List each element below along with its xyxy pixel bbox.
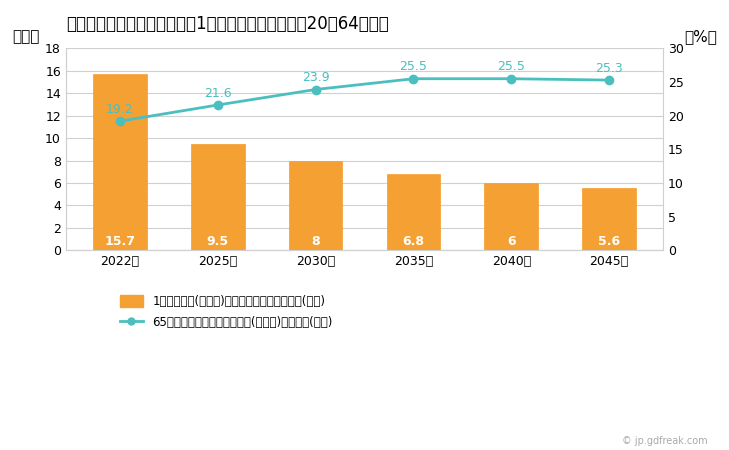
Text: 大津市の要介護（要支援）者1人を支える現役世代（20～64歳）人: 大津市の要介護（要支援）者1人を支える現役世代（20～64歳）人 bbox=[66, 15, 389, 33]
Legend: 1人の要介護(要支援)者を支える現役世代人数(左軸), 65歳以上人口にしめる要介護(要支援)者の割合(右軸): 1人の要介護(要支援)者を支える現役世代人数(左軸), 65歳以上人口にしめる要… bbox=[120, 295, 333, 329]
Text: 21.6: 21.6 bbox=[204, 86, 232, 99]
Bar bbox=[484, 183, 538, 250]
Text: 8: 8 bbox=[311, 235, 320, 248]
Bar bbox=[191, 144, 245, 250]
Text: 23.9: 23.9 bbox=[302, 71, 330, 84]
Text: 15.7: 15.7 bbox=[104, 235, 136, 248]
Text: 6.8: 6.8 bbox=[402, 235, 424, 248]
Text: © jp.gdfreak.com: © jp.gdfreak.com bbox=[622, 436, 707, 446]
Text: 25.3: 25.3 bbox=[595, 62, 623, 75]
Text: 5.6: 5.6 bbox=[598, 235, 620, 248]
Text: 9.5: 9.5 bbox=[207, 235, 229, 248]
Bar bbox=[93, 74, 147, 250]
Text: ［%］: ［%］ bbox=[684, 29, 717, 45]
Text: ［人］: ［人］ bbox=[12, 29, 39, 45]
Text: 19.2: 19.2 bbox=[106, 103, 133, 116]
Bar bbox=[386, 174, 440, 250]
Text: 6: 6 bbox=[507, 235, 515, 248]
Bar bbox=[582, 188, 636, 250]
Bar bbox=[289, 161, 343, 250]
Text: 25.5: 25.5 bbox=[399, 60, 427, 73]
Text: 25.5: 25.5 bbox=[497, 60, 525, 73]
